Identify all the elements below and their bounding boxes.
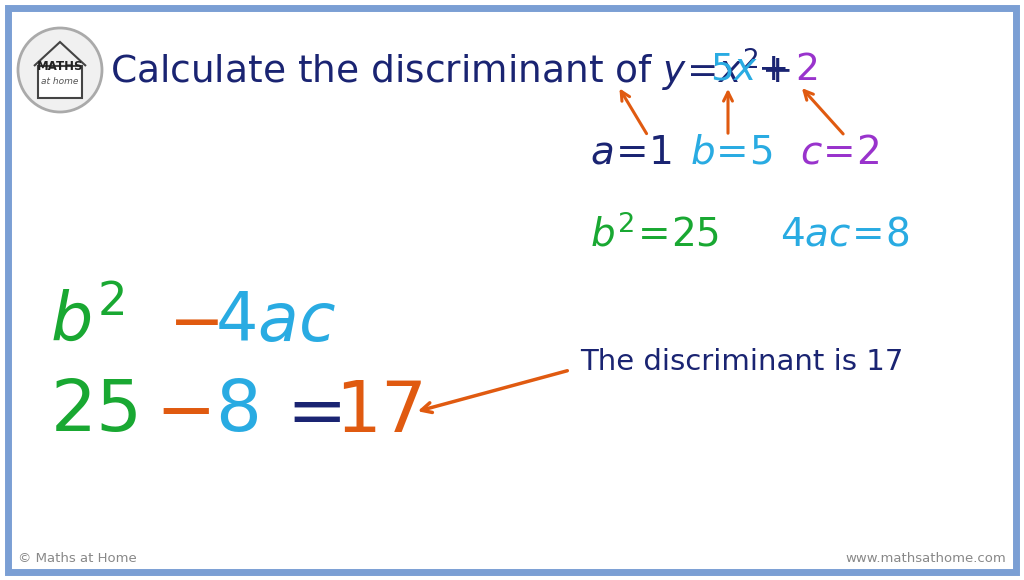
Text: $8$: $8$ — [215, 378, 258, 447]
Text: $4ac\!=\!8$: $4ac\!=\!8$ — [780, 216, 909, 254]
Text: $25$: $25$ — [50, 378, 137, 447]
Text: $=$: $=$ — [272, 378, 341, 447]
Text: $-$: $-$ — [155, 378, 210, 447]
Text: $5x$: $5x$ — [710, 52, 759, 88]
Text: MATHS: MATHS — [37, 60, 83, 72]
Text: $b\!=\!5$: $b\!=\!5$ — [690, 133, 773, 171]
Text: $-$: $-$ — [168, 289, 219, 355]
Text: $4ac$: $4ac$ — [215, 289, 336, 355]
Text: $17$: $17$ — [335, 378, 423, 447]
Text: at home: at home — [41, 78, 79, 86]
Text: $c\!=\!2$: $c\!=\!2$ — [800, 133, 880, 171]
Circle shape — [18, 28, 102, 112]
Text: $a\!=\!1$: $a\!=\!1$ — [590, 133, 672, 171]
Text: www.mathsathome.com: www.mathsathome.com — [845, 552, 1006, 564]
Text: $+$: $+$ — [757, 52, 786, 88]
FancyBboxPatch shape — [38, 66, 82, 98]
Text: The discriminant is 17: The discriminant is 17 — [580, 348, 903, 376]
Text: $2$: $2$ — [795, 52, 817, 88]
FancyBboxPatch shape — [8, 8, 1016, 572]
Text: $b^2\!=\!25$: $b^2\!=\!25$ — [590, 215, 719, 255]
Text: © Maths at Home: © Maths at Home — [18, 552, 137, 564]
Text: $b^2$: $b^2$ — [50, 289, 124, 355]
Text: Calculate the discriminant of $y\!=\!x^2\!+\!$: Calculate the discriminant of $y\!=\!x^2… — [110, 46, 792, 93]
